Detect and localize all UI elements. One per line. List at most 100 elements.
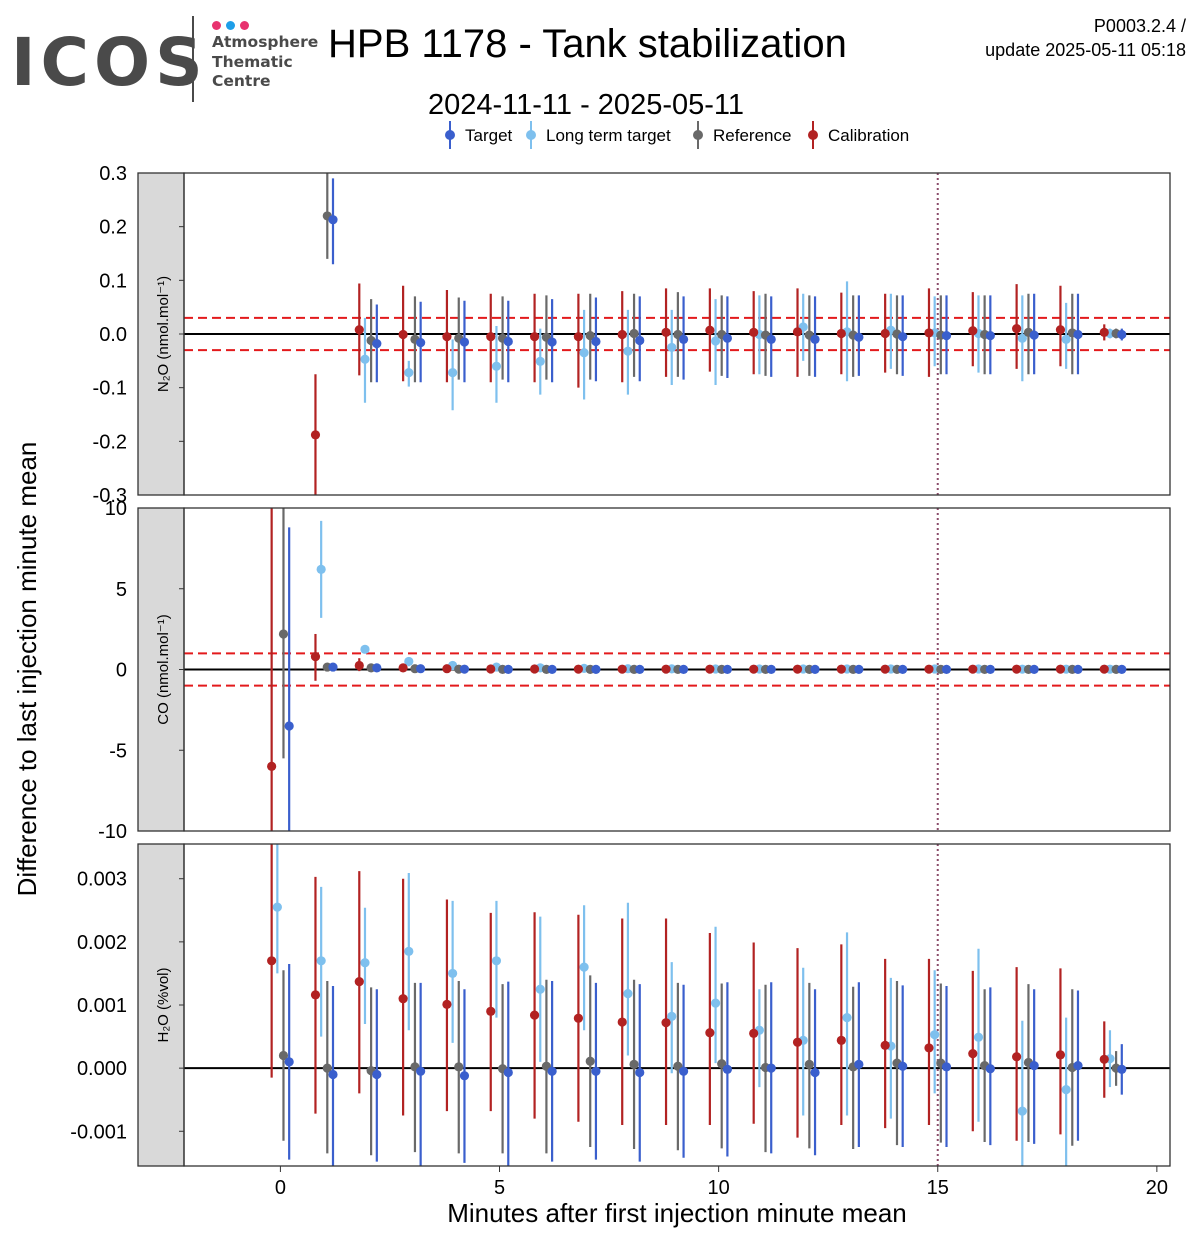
panel-border: [183, 507, 1171, 832]
data-point: [1117, 1064, 1127, 1074]
data-point: [804, 1059, 814, 1069]
data-point: [579, 962, 589, 972]
series-target: [284, 527, 1127, 831]
facet-strip-label: N₂O (nmol.mol⁻¹): [155, 276, 172, 392]
data-point: [766, 1063, 776, 1073]
data-point: [1117, 329, 1127, 340]
data-point: [924, 664, 934, 674]
facet-strip: [137, 172, 185, 496]
data-point: [710, 998, 721, 1008]
series-long-term-target: [316, 520, 1115, 674]
y-tick-label: 0.2: [99, 217, 127, 239]
data-point: [360, 354, 370, 364]
data-point: [1073, 1061, 1083, 1071]
data-point: [1061, 334, 1071, 344]
y-axis-title: Difference to last injection minute mean: [12, 442, 42, 897]
data-point: [635, 335, 645, 346]
data-point: [372, 339, 382, 349]
data-point: [328, 215, 338, 225]
data-point: [705, 325, 715, 335]
y-tick-label: 0: [116, 660, 127, 682]
series-target: [284, 963, 1127, 1166]
data-point: [416, 664, 426, 674]
y-tick-label: 0.003: [77, 869, 127, 891]
data-point: [1061, 1085, 1071, 1095]
data-point: [667, 1011, 677, 1021]
data-point: [454, 1062, 464, 1072]
series-reference: [278, 970, 1121, 1156]
x-tick-label: 20: [1146, 1177, 1168, 1199]
data-point: [486, 664, 496, 674]
y-tick-label: 0.000: [77, 1058, 127, 1080]
y-tick-label: 5: [116, 579, 127, 601]
data-point: [968, 664, 978, 674]
data-point: [749, 1028, 759, 1039]
data-point: [836, 328, 846, 339]
data-point: [310, 430, 321, 440]
y-tick-label: 0.1: [99, 270, 127, 292]
y-tick-label: -0.2: [93, 431, 127, 453]
data-point: [1073, 664, 1083, 674]
legend-label: Calibration: [828, 126, 909, 145]
legend-item-reference: Reference: [693, 121, 791, 149]
legend-key-point: [445, 130, 455, 140]
facet-strip: [137, 507, 185, 832]
data-point: [924, 1043, 934, 1053]
data-point: [1012, 324, 1022, 334]
data-point: [310, 651, 321, 662]
data-point: [398, 994, 408, 1004]
data-point: [898, 664, 908, 674]
data-point: [322, 1063, 332, 1073]
data-point: [267, 956, 277, 966]
data-point: [749, 327, 759, 337]
data-point: [1012, 664, 1022, 674]
legend-key-point: [526, 130, 536, 140]
y-tick-label: -10: [98, 821, 127, 843]
icos-logo: ICOS Atmosphere Thematic Centre: [8, 12, 328, 108]
data-point: [272, 902, 282, 912]
data-point: [1012, 1052, 1022, 1062]
data-point: [459, 664, 470, 674]
legend-item-target: Target: [445, 121, 513, 149]
data-point: [722, 1064, 732, 1074]
data-point: [416, 1066, 426, 1076]
legend: Target Long term target Reference Calibrati…: [445, 121, 909, 149]
data-point: [1099, 327, 1109, 337]
data-point: [722, 333, 732, 343]
data-point: [579, 348, 589, 358]
y-tick-label: -0.3: [93, 485, 127, 507]
data-point: [310, 990, 321, 1000]
data-point: [354, 977, 364, 987]
data-point: [448, 968, 458, 979]
version-line: P0003.2.4 /: [1093, 16, 1186, 36]
series-calibration: [267, 508, 1109, 831]
data-point: [354, 325, 364, 335]
data-point: [968, 326, 978, 336]
chart-subtitle: 2024-11-11 - 2025-05-11: [428, 89, 744, 121]
data-point: [941, 664, 952, 674]
data-point: [278, 629, 289, 639]
facet-panel-1: N₂O (nmol.mol⁻¹) -0.3 -0.2 -0.1 0.0 0.1 0.2 0.3: [93, 163, 1171, 507]
update-line: update 2025-05-11 05:18: [985, 40, 1186, 60]
data-point: [503, 1067, 513, 1078]
data-point: [661, 1018, 671, 1028]
data-point: [629, 1059, 639, 1069]
legend-key-point: [693, 130, 703, 140]
data-point: [1055, 325, 1066, 335]
x-tick-label: 0: [275, 1177, 286, 1199]
x-tick-label: 15: [927, 1177, 949, 1199]
data-point: [854, 1059, 864, 1069]
y-tick-label: 10: [105, 498, 127, 520]
data-point: [1029, 330, 1039, 340]
legend-label: Target: [465, 126, 513, 145]
data-point: [591, 1066, 601, 1076]
panel-content: [184, 173, 1170, 495]
y-tick-label: -0.1: [93, 378, 127, 400]
data-point: [705, 1028, 715, 1038]
y-tick-label: 0.001: [77, 995, 127, 1017]
data-point: [573, 664, 584, 674]
y-tick-label: -0.001: [70, 1121, 127, 1143]
x-axis-title: Minutes after first injection minute mea…: [447, 1198, 907, 1228]
y-tick-label: 0.3: [99, 163, 127, 185]
series-long-term-target: [272, 844, 1115, 1166]
